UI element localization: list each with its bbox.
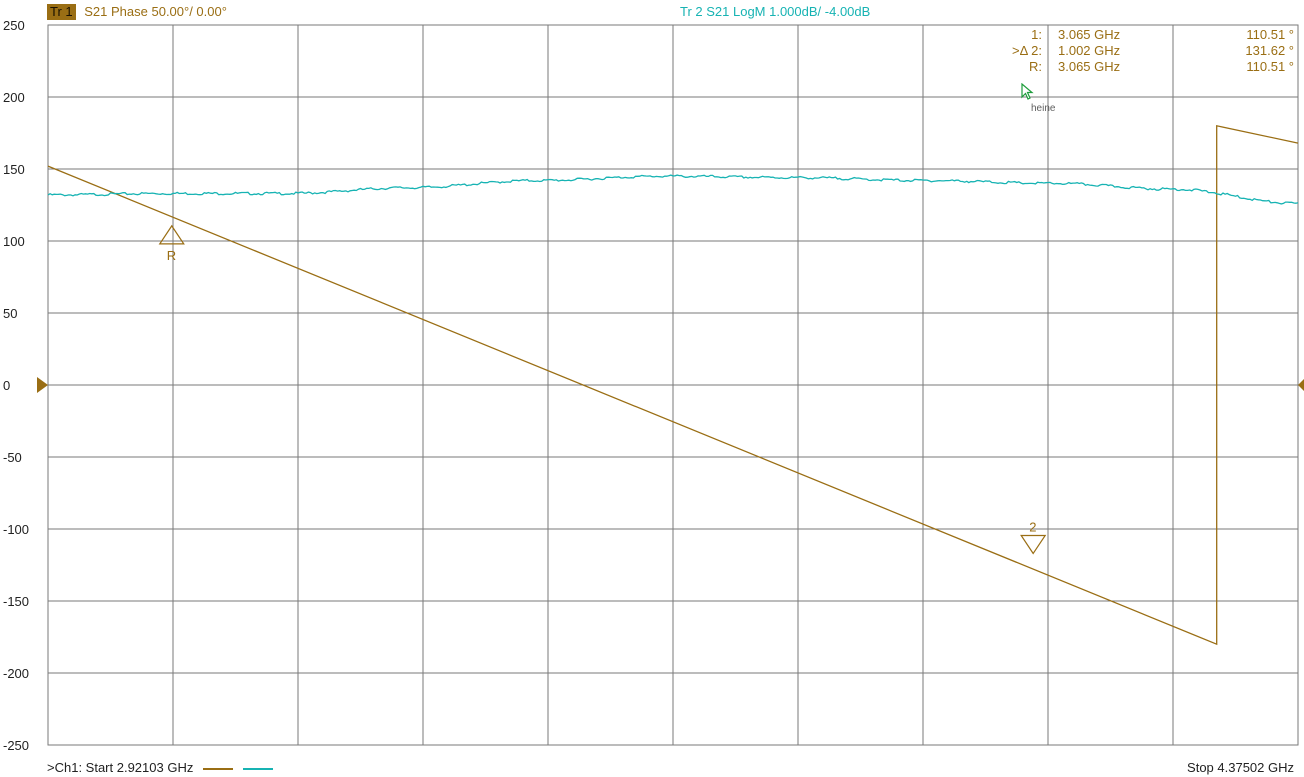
y-tick-label: -100 [3, 522, 29, 537]
marker-row: 1: 3.065 GHz 110.51 ° [1002, 27, 1294, 43]
y-tick-label: -50 [3, 450, 22, 465]
y-tick-label: 100 [3, 234, 25, 249]
stop-frequency[interactable]: Stop 4.37502 GHz [1187, 760, 1294, 776]
series-line-trace1 [47, 124, 1299, 646]
cursor-label: heine [1031, 103, 1056, 114]
marker-triangle-2[interactable] [1020, 534, 1047, 555]
y-tick-label: 0 [3, 378, 10, 393]
y-tick-label: 200 [3, 90, 25, 105]
y-axis-ticks: 250 200 150 100 50 0 -50 -100 -150 -200 -250 [3, 18, 29, 753]
marker-triangle-reference[interactable] [158, 224, 185, 245]
marker-label-reference: R [167, 248, 176, 263]
start-label[interactable]: >Ch1: Start 2.92103 GHz [47, 760, 194, 775]
marker-label: >Δ 2: [1011, 43, 1042, 58]
marker-label-2: 2 [1029, 519, 1036, 534]
marker-row: >Δ 2: 1.002 GHz 131.62 ° [1002, 43, 1294, 59]
marker-readout-table: 1: 3.065 GHz 110.51 ° >Δ 2: 1.002 GHz 13… [1002, 27, 1294, 75]
marker-frequency: 1.002 GHz [1058, 43, 1121, 58]
start-frequency[interactable]: >Ch1: Start 2.92103 GHz [47, 760, 273, 776]
trace1-legend-swatch [202, 767, 233, 770]
marker-frequency: 3.065 GHz [1058, 59, 1121, 74]
trace2-legend-swatch [242, 767, 273, 770]
y-tick-label: -200 [3, 666, 29, 681]
trace2-header[interactable]: Tr 2 S21 LogM 1.000dB/ -4.00dB [680, 4, 870, 20]
y-tick-label: 150 [3, 162, 25, 177]
series-line-trace2 [47, 174, 1299, 205]
marker-row: R: 3.065 GHz 110.51 ° [1002, 59, 1294, 75]
marker-label: 1: [1031, 27, 1042, 42]
y-tick-label: 250 [3, 18, 25, 33]
trace1-badge[interactable]: Tr 1 [47, 4, 76, 20]
marker-value: 110.51 ° [1246, 27, 1294, 42]
grid [47, 24, 1299, 746]
reference-level-arrow-left[interactable] [37, 377, 48, 393]
series-layer [47, 124, 1299, 646]
trace1-header[interactable]: Tr 1 S21 Phase 50.00°/ 0.00° [47, 4, 227, 20]
mouse-pointer-icon [1021, 83, 1034, 100]
marker-frequency: 3.065 GHz [1058, 27, 1121, 42]
marker-label: R: [1029, 59, 1042, 74]
trace1-label[interactable]: S21 Phase 50.00°/ 0.00° [84, 4, 227, 19]
reference-level-arrow-right[interactable] [1298, 379, 1304, 391]
trace2-label[interactable]: Tr 2 S21 LogM 1.000dB/ -4.00dB [680, 4, 871, 19]
marker-value: 131.62 ° [1245, 43, 1294, 58]
y-tick-label: -150 [3, 594, 29, 609]
marker-layer[interactable]: R2 [158, 224, 1047, 555]
y-tick-label: 50 [3, 306, 17, 321]
y-tick-label: -250 [3, 738, 29, 753]
reference-markers [37, 377, 1304, 393]
marker-value: 110.51 ° [1246, 59, 1294, 74]
stop-label[interactable]: Stop 4.37502 GHz [1187, 760, 1294, 775]
